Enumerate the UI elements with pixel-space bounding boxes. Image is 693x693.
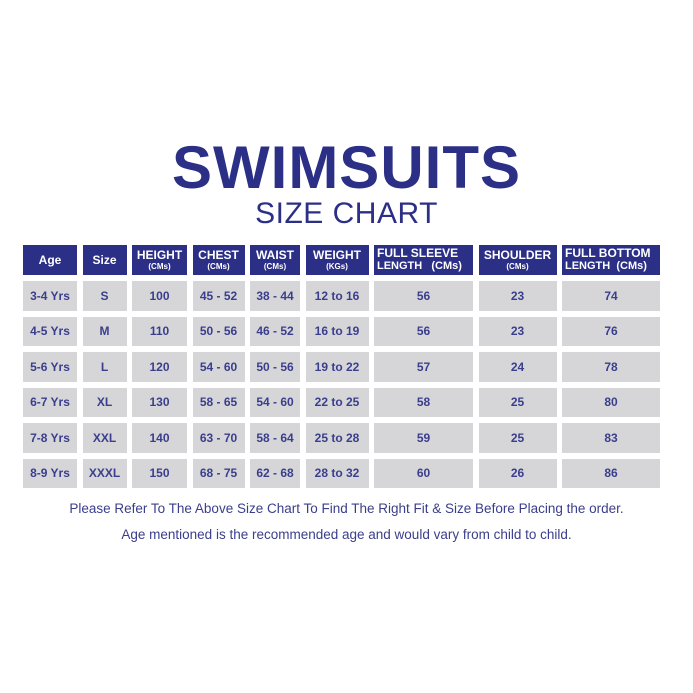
table-cell: XXL [82,423,127,453]
table-cell: 110 [132,316,187,346]
note-age: Age mentioned is the recommended age and… [121,527,572,542]
column-header-unit: LENGTH (CMs) [565,260,647,272]
table-cell: 80 [562,387,660,417]
table-cell: 60 [374,458,473,488]
column-header-unit: (KGs) [326,261,348,271]
page-subtitle: SIZE CHART [255,197,438,230]
table-cell: 58 [374,387,473,417]
table-cell: 38 - 44 [250,281,300,311]
column-header: CHEST (CMs) [192,245,245,275]
column-header: SHOULDER (CMs) [478,245,557,275]
table-cell: 62 - 68 [250,458,300,488]
table-cell: 6-7 Yrs [23,387,77,417]
column-header-label: WAIST [256,247,294,262]
column-header-label: CHEST [198,247,239,262]
table-cell: L [82,352,127,382]
table-cell: S [82,281,127,311]
table-cell: 100 [132,281,187,311]
page-title: SWIMSUITS [172,134,521,201]
column-header-label: FULL SLEEVE [377,246,459,260]
table-cell: 56 [374,281,473,311]
table-cell: 24 [478,352,557,382]
table-cell: 26 [478,458,557,488]
column-header-unit: (CMs) [207,261,230,271]
column-header: WEIGHT (KGs) [305,245,369,275]
table-cell: 25 [478,387,557,417]
table-cell: 120 [132,352,187,382]
table-cell: 7-8 Yrs [23,423,77,453]
table-cell: 58 - 65 [192,387,245,417]
table-cell: 22 to 25 [305,387,369,417]
column-header-unit: (CMs) [506,261,529,271]
table-cell: 83 [562,423,660,453]
table-cell: 19 to 22 [305,352,369,382]
column-header: Age [23,245,77,275]
table-cell: 54 - 60 [250,387,300,417]
table-cell: 50 - 56 [192,316,245,346]
table-cell: M [82,316,127,346]
table-cell: 45 - 52 [192,281,245,311]
table-cell: 54 - 60 [192,352,245,382]
column-header-label: WEIGHT [313,247,361,262]
table-cell: 57 [374,352,473,382]
table-cell: 46 - 52 [250,316,300,346]
table-cell: 25 [478,423,557,453]
column-header-label: SHOULDER [483,247,552,262]
table-cell: 50 - 56 [250,352,300,382]
column-header: HEIGHT (CMs) [132,245,187,275]
table-cell: 5-6 Yrs [23,352,77,382]
table-cell: 28 to 32 [305,458,369,488]
table-cell: 150 [132,458,187,488]
table-cell: 16 to 19 [305,316,369,346]
table-cell: 76 [562,316,660,346]
table-cell: 59 [374,423,473,453]
table-cell: XL [82,387,127,417]
table-cell: 130 [132,387,187,417]
table-cell: 12 to 16 [305,281,369,311]
table-cell: 8-9 Yrs [23,458,77,488]
column-header-unit: LENGTH (CMs) [377,260,462,272]
table-cell: 23 [478,316,557,346]
table-cell: 86 [562,458,660,488]
column-header: WAIST (CMs) [250,245,300,275]
table-cell: 25 to 28 [305,423,369,453]
table-cell: 78 [562,352,660,382]
column-header: FULL BOTTOM LENGTH (CMs) [562,245,660,275]
table-cell: 140 [132,423,187,453]
table-cell: 63 - 70 [192,423,245,453]
table-cell: 3-4 Yrs [23,281,77,311]
table-cell: 68 - 75 [192,458,245,488]
column-header-label: HEIGHT [136,247,183,262]
column-header-unit: (CMs) [263,261,287,271]
column-header-label: FULL BOTTOM [565,246,651,260]
column-header-unit: (CMs) [148,261,171,271]
column-header: Size [82,245,127,275]
table-cell: 23 [478,281,557,311]
table-cell: 58 - 64 [250,423,300,453]
table-cell: 74 [562,281,660,311]
table-cell: XXXL [82,458,127,488]
column-header-label: Size [92,252,117,267]
note-refer: Please Refer To The Above Size Chart To … [69,501,624,516]
table-cell: 56 [374,316,473,346]
column-header: FULL SLEEVE LENGTH (CMs) [374,245,473,275]
table-cell: 4-5 Yrs [23,316,77,346]
size-chart-table: Age Size HEIGHT (CMs) CHEST (CMs) WAIST (CMs) WE… [23,245,660,488]
column-header-label: Age [38,252,62,267]
